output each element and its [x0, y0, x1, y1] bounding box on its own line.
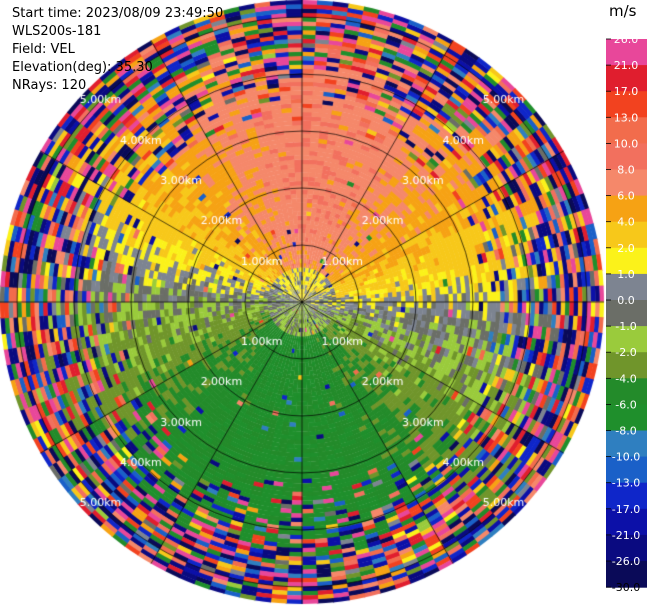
colorbar-bin	[606, 143, 647, 171]
elevation-label: Elevation(deg): 35.30	[12, 60, 153, 75]
colorbar-tick-label: -13.0	[612, 477, 640, 490]
colorbar-tick-label: 1.0	[617, 268, 635, 281]
colorbar-tick-label: -21.0	[612, 529, 640, 542]
colorbar-bin	[606, 404, 647, 432]
colorbar-tick-label: 17.0	[614, 85, 639, 98]
colorbar-bin	[606, 456, 647, 484]
colorbar-tick-label: -6.0	[615, 398, 636, 411]
field-label: Field: VEL	[12, 42, 75, 57]
colorbar-tick-label: 2.0	[617, 242, 635, 255]
colorbar-bin	[606, 534, 647, 562]
colorbar-bin	[606, 430, 647, 458]
colorbar-bin	[606, 508, 647, 536]
colorbar-tick-label: -8.0	[615, 425, 636, 438]
colorbar-tick-label: 13.0	[614, 111, 639, 124]
colorbar-bin	[606, 247, 647, 275]
colorbar-tick-label: -10.0	[612, 451, 640, 464]
colorbar-tick-label: 6.0	[617, 190, 635, 203]
colorbar-bin	[606, 300, 647, 327]
colorbar-tick-label: -30.0	[612, 581, 640, 594]
colorbar-bin	[606, 39, 647, 66]
colorbar-bin	[606, 195, 647, 223]
colorbar-tick-label: 8.0	[617, 164, 635, 177]
colorbar-tick-label: -17.0	[612, 503, 640, 516]
colorbar-bin	[606, 561, 647, 588]
start-time-label: Start time: 2023/08/09 23:49:50	[12, 6, 224, 21]
colorbar-bin	[606, 221, 647, 249]
colorbar-tick-label: 21.0	[614, 59, 639, 72]
colorbar-bin	[606, 169, 647, 197]
colorbar-bin	[606, 91, 647, 118]
colorbar-bin	[606, 352, 647, 379]
colorbar-bin	[606, 482, 647, 510]
colorbar-bin	[606, 273, 647, 301]
colorbar-bin	[606, 378, 647, 405]
colorbar-tick-label: -4.0	[615, 372, 636, 385]
colorbar-tick-label: 0.0	[617, 294, 635, 307]
colorbar-tick-label: -2.0	[615, 346, 636, 359]
colorbar-tick-label: 26.0	[614, 33, 639, 46]
colorbar-bin	[606, 65, 647, 92]
colorbar-unit: m/s	[609, 2, 637, 20]
colorbar-tick-label: 10.0	[614, 137, 639, 150]
colorbar-bin	[606, 117, 647, 144]
velocity-colorbar: 26.0 21.0 17.0 13.0 10.0 8.0 6.0 4.0 2.0 1.0 0.0 -1…	[606, 33, 647, 594]
colorbar-bin	[606, 326, 647, 353]
colorbar-tick-label: 4.0	[617, 216, 635, 229]
nrays-label: NRays: 120	[12, 78, 87, 93]
colorbar-tick-label: -1.0	[615, 320, 636, 333]
colorbar-tick-label: -26.0	[612, 555, 640, 568]
instrument-label: WLS200s-181	[12, 24, 102, 39]
